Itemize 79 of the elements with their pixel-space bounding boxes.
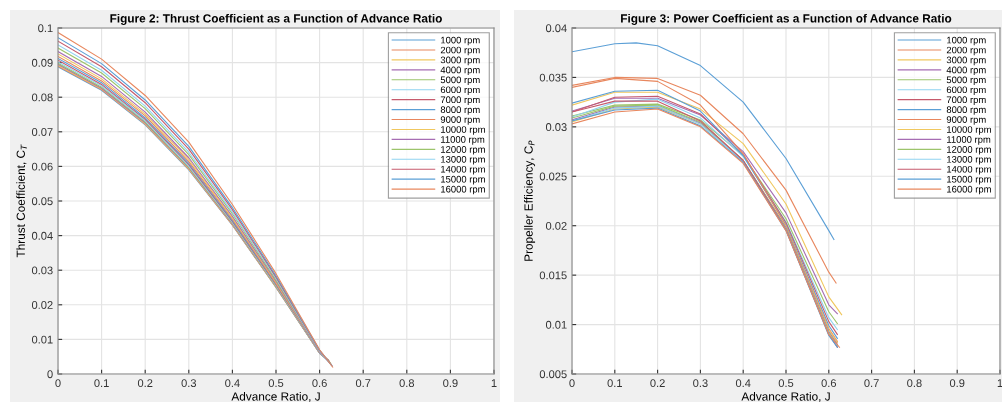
- x-tick-label: 1: [491, 379, 497, 387]
- x-tick-label: 0: [55, 379, 61, 388]
- legend-label: 2000 rpm: [440, 46, 480, 56]
- legend-label: 4000 rpm: [946, 66, 986, 76]
- legend-label: 1000 rpm: [441, 36, 480, 46]
- legend-label: 14000 rpm: [947, 165, 991, 175]
- legend-label: 4000 rpm: [440, 66, 480, 76]
- chart-title: Figure 3: Power Coefficient as a Function of Advance Ratio: [621, 13, 952, 25]
- x-tick-label: 0.1: [94, 379, 109, 388]
- x-tick-label: 0.6: [821, 379, 837, 388]
- legend-label: 11000 rpm: [441, 136, 485, 145]
- legend-label: 12000 rpm: [947, 146, 991, 155]
- legend-label: 13000 rpm: [947, 156, 991, 165]
- x-tick-label: 0.4: [225, 379, 240, 388]
- x-tick-label: 0.5: [268, 379, 284, 388]
- legend-label: 3000 rpm: [946, 56, 986, 66]
- y-tick-label: 0.02: [31, 301, 53, 309]
- x-tick-label: 0.3: [181, 379, 197, 388]
- legend-label: 8000 rpm: [946, 106, 986, 115]
- x-tick-label: 0.1: [607, 379, 622, 388]
- legend-label: 1000 rpm: [947, 36, 986, 46]
- y-tick-label: 0.03: [545, 123, 567, 131]
- y-tick-label: 0.02: [545, 221, 567, 230]
- y-tick-label: 0.08: [31, 93, 53, 102]
- legend-label: 14000 rpm: [441, 165, 485, 175]
- x-axis-title: Advance Ratio, J: [231, 392, 320, 402]
- x-tick-label: 0: [569, 379, 575, 388]
- x-tick-label: 0.7: [864, 379, 879, 388]
- legend-label: 5000 rpm: [440, 76, 480, 86]
- y-tick-label: 0.09: [31, 58, 53, 67]
- y-tick-label: 0.04: [545, 24, 567, 33]
- x-tick-label: 0.6: [312, 379, 327, 388]
- legend-label: 6000 rpm: [946, 86, 986, 95]
- x-axis-title: Advance Ratio, J: [741, 392, 830, 402]
- y-tick-label: 0.035: [539, 73, 567, 82]
- y-tick-label: 0: [47, 370, 53, 379]
- y-tick-label: 0.05: [31, 197, 53, 206]
- legend-label: 5000 rpm: [946, 76, 986, 86]
- x-tick-label: 0.8: [399, 379, 415, 388]
- legend-label: 15000 rpm: [441, 175, 485, 185]
- y-tick-label: 0.06: [31, 162, 53, 171]
- legend-label: 7000 rpm: [440, 96, 480, 105]
- x-tick-label: 0.2: [137, 379, 153, 388]
- x-tick-label: 0.9: [443, 379, 458, 388]
- y-tick-label: 0.01: [545, 320, 567, 329]
- y-tick-label: 0.01: [31, 335, 53, 344]
- legend-label: 16000 rpm: [947, 185, 991, 195]
- legend-label: 13000 rpm: [441, 156, 485, 165]
- x-tick-label: 0.8: [907, 379, 922, 388]
- x-tick-label: 1: [997, 379, 1002, 387]
- legend-label: 11000 rpm: [947, 136, 991, 145]
- x-tick-label: 0.7: [355, 379, 371, 388]
- x-tick-label: 0.4: [735, 379, 751, 388]
- y-tick-label: 0.07: [31, 128, 53, 136]
- legend-label: 15000 rpm: [947, 175, 991, 185]
- legend-label: 6000 rpm: [440, 86, 480, 95]
- legend-label: 7000 rpm: [946, 96, 986, 105]
- y-tick-label: 0.015: [539, 271, 567, 280]
- y-tick-label: 0.005: [539, 370, 567, 379]
- y-tick-label: 0.025: [539, 172, 567, 181]
- x-tick-label: 0.3: [693, 379, 708, 388]
- legend-label: 10000 rpm: [441, 126, 485, 135]
- y-tick-label: 0.03: [31, 266, 53, 275]
- y-tick-label: 0.04: [31, 231, 53, 240]
- x-tick-label: 0.5: [778, 379, 794, 388]
- chart-title: Figure 2: Thrust Coefficient as a Function of Advance Ratio: [110, 13, 442, 25]
- x-tick-label: 0.2: [650, 379, 665, 388]
- legend-label: 8000 rpm: [440, 106, 480, 115]
- legend-label: 9000 rpm: [946, 116, 986, 125]
- y-axis-title: Propeller Efficiency, C$_{P}$: [524, 140, 536, 261]
- x-tick-label: 0.9: [949, 379, 965, 388]
- legend-label: 2000 rpm: [946, 46, 986, 56]
- y-axis-title: Thrust Coefficient, C$_{T}$: [16, 144, 27, 258]
- legend-label: 10000 rpm: [947, 126, 991, 135]
- legend-label: 16000 rpm: [441, 185, 485, 195]
- legend-label: 12000 rpm: [441, 146, 485, 155]
- y-tick-label: 0.1: [38, 24, 53, 33]
- legend-label: 9000 rpm: [440, 116, 480, 125]
- legend-label: 3000 rpm: [440, 56, 480, 66]
